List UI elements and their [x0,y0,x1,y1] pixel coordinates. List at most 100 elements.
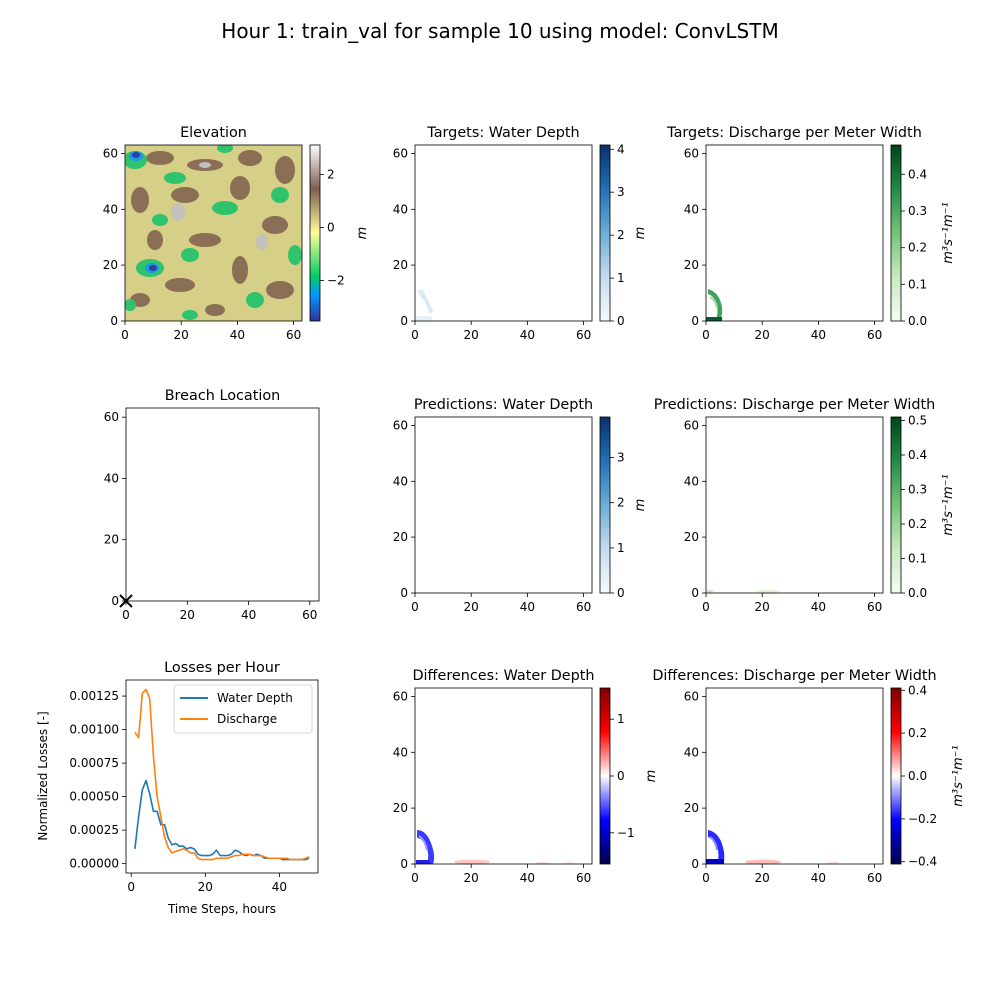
x-tick-label: 0 [411,600,419,614]
x-tick-label: 40 [811,600,826,614]
plot-frame [705,687,884,865]
colorbar: 0.0 0.1 0.2 0.3 0.4 m³s⁻¹m⁻¹ [890,144,956,328]
x-tick-label: 0 [702,328,710,342]
x-ticks: 0 20 40 [127,873,287,894]
x-tick-label: 20 [464,871,479,885]
x-tick-label: 0 [122,608,130,622]
x-ticks: 0 20 40 60 [411,593,591,614]
x-tick-label: 20 [755,871,770,885]
y-ticks: 0 20 40 60 [393,418,415,600]
y-ticks: 0 20 40 60 [393,689,415,871]
y-tick-label: 20 [393,258,408,272]
targets-discharge-panel: Targets: Discharge per Meter Width 0 20 … [666,125,956,342]
y-ticks: 0 20 40 60 [684,689,706,871]
x-ticks: 0 20 40 60 [702,593,882,614]
breach-x-marker [119,594,133,608]
x-tick-label: 0 [702,600,710,614]
y-tick-label: 60 [104,410,119,424]
y-tick-label: 0.00100 [69,723,119,737]
y-ticks: 0 20 40 60 [684,418,706,600]
y-tick-label: 0 [111,594,119,608]
x-ticks: 0 20 40 60 [411,321,591,342]
colorbar-tick-label: −1 [617,826,635,840]
y-tick-label: 0.00075 [69,756,119,770]
y-tick-label: 20 [684,258,699,272]
y-tick-label: 40 [393,745,408,759]
y-tick-label: 60 [393,418,408,432]
y-axis-label: Normalized Losses [-] [36,711,50,840]
colorbar-tick-label: 0.0 [908,769,927,783]
y-tick-label: 40 [393,202,408,216]
colorbar-label: m [633,227,648,240]
y-tick-label: 0.00025 [69,823,119,837]
plot-frame [705,416,884,594]
y-ticks: 0 20 40 60 [393,146,415,328]
y-tick-label: 20 [393,530,408,544]
legend-label-water-depth: Water Depth [217,691,293,705]
colorbar-tick-label: 0.0 [908,586,927,600]
x-tick-label: 20 [464,328,479,342]
legend-label-discharge: Discharge [217,712,277,726]
y-tick-label: 60 [684,418,699,432]
series-line-discharge [134,688,310,861]
colorbar-label: m³s⁻¹m⁻¹ [941,474,956,535]
colorbar: −0.4 −0.2 0.0 0.2 0.4 m³s⁻¹m⁻¹ [890,683,966,869]
y-tick-label: 40 [684,202,699,216]
breach-panel: Breach Location 0 20 40 60 0 20 40 60 [104,388,320,622]
x-ticks: 0 20 40 60 [702,864,882,885]
pred-discharge-panel: Predictions: Discharge per Meter Width 0… [654,397,956,614]
diff-depth-heatmap [415,688,592,865]
colorbar: 0 1 2 3 m [599,416,648,600]
colorbar-tick-label: −0.2 [908,812,937,826]
y-tick-label: 20 [103,258,118,272]
x-tick-label: 0 [121,328,129,342]
x-tick-label: 60 [576,328,591,342]
x-axis-label: Time Steps, hours [167,902,276,916]
panel-title: Breach Location [165,388,281,404]
y-tick-label: 0 [691,314,699,328]
x-tick-label: 40 [272,880,287,894]
pred-depth-panel: Predictions: Water Depth 0 20 40 60 0 20… [393,397,648,614]
colorbar: −1 0 1 m [599,687,659,865]
y-tick-label: 60 [103,146,118,160]
y-tick-label: 0 [691,857,699,871]
colorbar-tick-label: 0 [617,769,625,783]
losses-panel: Losses per Hour 0 20 40 0.000000.000250.00… [36,660,319,916]
y-tick-label: 20 [104,533,119,547]
colorbar-tick-label: 1 [617,541,625,555]
colorbar: −2 0 2 m [309,144,370,322]
colorbar-tick-label: 3 [617,451,625,465]
colorbar-tick-label: 0.2 [908,726,927,740]
colorbar-tick-label: 2 [617,228,625,242]
loss-lines [134,688,310,861]
x-ticks: 0 20 40 60 [411,864,591,885]
plot-frame [705,144,884,322]
colorbar-label: m [355,227,370,240]
y-tick-label: 40 [104,472,119,486]
y-tick-label: 60 [684,689,699,703]
x-tick-label: 60 [576,871,591,885]
colorbar-tick-label: 0 [617,586,625,600]
targets-depth-panel: Targets: Water Depth 0 20 40 60 0 20 40 … [393,125,648,342]
colorbar-label: m³s⁻¹m⁻¹ [951,745,966,806]
x-tick-label: 40 [811,871,826,885]
breach-markers [119,594,133,608]
diff-discharge-heatmap [706,688,883,865]
x-tick-label: 40 [811,328,826,342]
panel-title: Targets: Water Depth [426,125,579,141]
x-tick-label: 40 [520,871,535,885]
x-tick-label: 40 [520,600,535,614]
y-tick-label: 0 [110,314,118,328]
diff-discharge-panel: Differences: Discharge per Meter Width 0… [652,668,966,885]
colorbar-tick-label: 0.1 [908,552,927,566]
colorbar-tick-label: 2 [327,168,335,182]
y-tick-label: 0 [400,314,408,328]
x-tick-label: 20 [464,600,479,614]
panel-title: Predictions: Discharge per Meter Width [654,397,936,413]
x-tick-label: 20 [755,600,770,614]
colorbar-tick-label: 4 [617,142,625,156]
y-ticks: 0.00000 0.00025 0.00050 0.00075 0.00100 0.001… [69,689,126,871]
colorbar-tick-label: 1 [617,271,625,285]
x-tick-label: 40 [241,608,256,622]
